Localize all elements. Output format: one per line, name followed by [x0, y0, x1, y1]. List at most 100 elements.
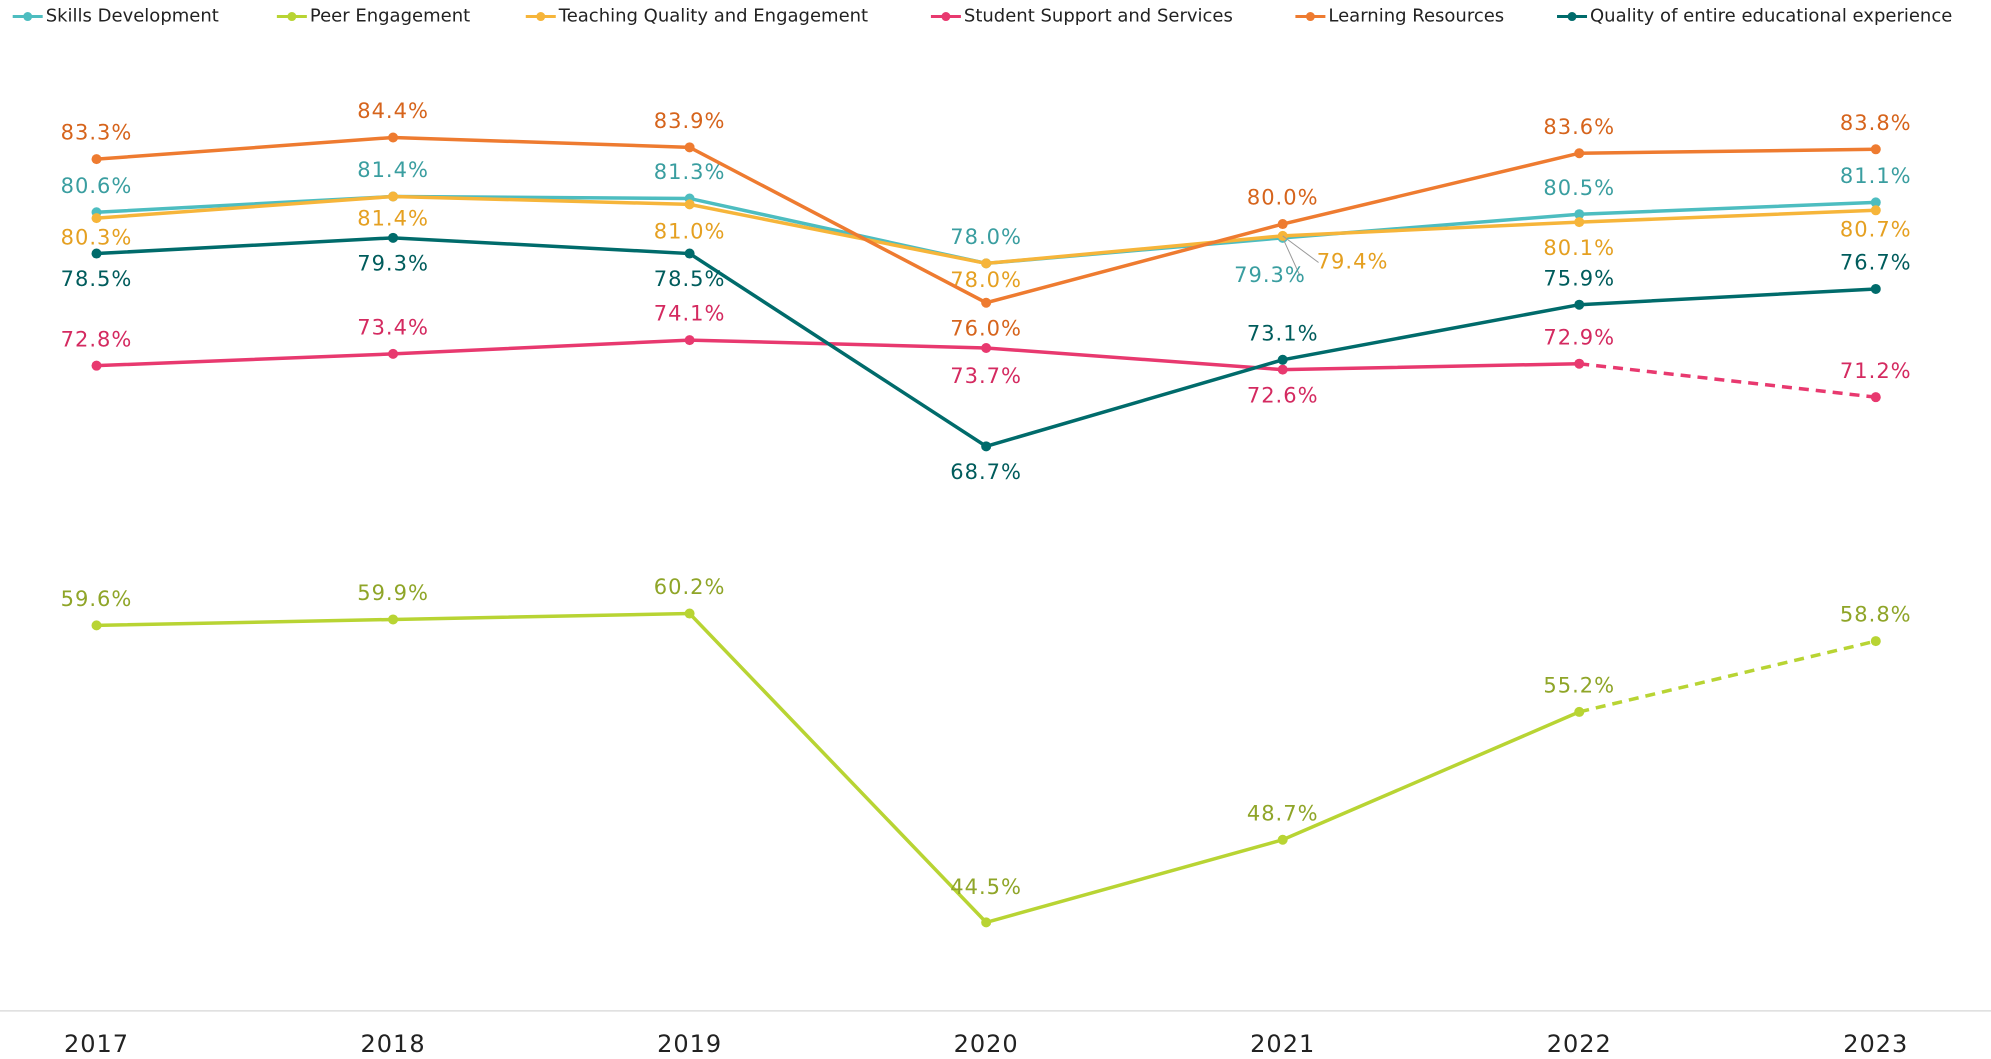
leader-line	[1282, 235, 1319, 263]
x-tick-label: 2023	[1843, 1030, 1908, 1058]
value-label: 79.3%	[1234, 263, 1306, 287]
data-point	[388, 132, 399, 143]
data-point	[981, 342, 992, 353]
x-tick-label: 2020	[954, 1030, 1019, 1058]
data-point	[684, 142, 695, 153]
data-point	[1574, 358, 1585, 369]
value-label: 59.6%	[61, 587, 133, 611]
value-label: 78.0%	[950, 225, 1022, 249]
data-point	[91, 154, 102, 165]
legend-marker	[941, 12, 951, 22]
series-line	[96, 338, 1580, 372]
data-point	[1870, 636, 1881, 647]
data-point	[1574, 217, 1585, 228]
leader-line	[1282, 237, 1301, 277]
value-label: 72.9%	[1543, 325, 1615, 349]
value-label: 73.4%	[357, 315, 429, 339]
value-label: 81.4%	[357, 206, 429, 230]
value-label: 84.4%	[357, 99, 429, 123]
value-label: 58.8%	[1840, 603, 1912, 627]
value-label: 75.9%	[1543, 266, 1615, 290]
data-point	[684, 608, 695, 619]
value-label: 83.8%	[1840, 111, 1912, 135]
value-label: 71.2%	[1840, 359, 1912, 383]
data-point	[1277, 354, 1288, 365]
data-point	[388, 614, 399, 625]
legend-marker	[1305, 12, 1315, 22]
x-tick-label: 2017	[64, 1030, 129, 1058]
data-point	[981, 297, 992, 308]
data-point	[1574, 148, 1585, 159]
x-tick-label: 2019	[657, 1030, 722, 1058]
value-label: 76.7%	[1840, 251, 1912, 275]
series-line	[1578, 639, 1877, 714]
data-point	[1870, 392, 1881, 403]
data-point	[1574, 706, 1585, 717]
value-label: 80.0%	[1247, 186, 1319, 210]
data-point	[1277, 834, 1288, 845]
legend-marker	[1567, 12, 1577, 22]
series-line	[1579, 361, 1876, 399]
data-point	[91, 248, 102, 259]
value-label: 80.6%	[61, 174, 133, 198]
data-point	[1574, 209, 1585, 220]
data-point	[1277, 364, 1288, 375]
value-label: 48.7%	[1247, 801, 1319, 825]
data-point	[981, 258, 992, 269]
legend-label: Learning Resources	[1328, 6, 1504, 27]
data-point	[981, 441, 992, 452]
value-label: 73.7%	[950, 364, 1022, 388]
data-point	[1870, 283, 1881, 294]
value-label: 81.4%	[357, 158, 429, 182]
legend-marker	[536, 12, 546, 22]
legend-marker	[287, 12, 297, 22]
value-label: 80.3%	[61, 225, 133, 249]
value-label: 78.5%	[61, 267, 133, 291]
value-label: 74.1%	[654, 302, 726, 326]
value-label: 83.9%	[654, 109, 726, 133]
data-point	[91, 213, 102, 224]
data-point	[684, 199, 695, 210]
legend-label: Teaching Quality and Engagement	[558, 6, 868, 27]
legend-label: Peer Engagement	[310, 6, 470, 27]
value-label: 79.3%	[357, 251, 429, 275]
value-label: 72.6%	[1247, 383, 1319, 407]
value-label: 78.5%	[654, 267, 726, 291]
data-point	[388, 191, 399, 202]
value-label: 83.3%	[61, 121, 133, 145]
value-label: 72.8%	[61, 327, 133, 351]
data-point	[1870, 197, 1881, 208]
data-point	[981, 917, 992, 928]
value-label: 44.5%	[950, 875, 1022, 899]
data-point	[388, 348, 399, 359]
data-point	[1574, 299, 1585, 310]
x-tick-label: 2018	[361, 1030, 426, 1058]
value-label: 76.0%	[950, 316, 1022, 340]
value-label: 80.5%	[1543, 176, 1615, 200]
data-point	[91, 360, 102, 371]
data-point	[684, 335, 695, 346]
value-label: 79.4%	[1317, 250, 1389, 274]
data-point	[1870, 144, 1881, 155]
data-point	[388, 232, 399, 243]
x-tick-label: 2022	[1547, 1030, 1612, 1058]
legend-label: Skills Development	[46, 6, 219, 27]
value-label: 81.1%	[1840, 164, 1912, 188]
series-line	[96, 611, 1580, 925]
legend-marker	[23, 12, 33, 22]
legend-label: Quality of entire educational experience	[1590, 6, 1952, 27]
value-label: 80.1%	[1543, 236, 1615, 260]
x-tick-label: 2021	[1250, 1030, 1315, 1058]
value-label: 80.7%	[1840, 218, 1912, 242]
value-label: 73.1%	[1247, 321, 1319, 345]
value-label: 55.2%	[1543, 674, 1615, 698]
data-point	[91, 620, 102, 631]
value-label: 83.6%	[1543, 115, 1615, 139]
data-point	[684, 248, 695, 259]
legend-label: Student Support and Services	[964, 6, 1233, 27]
value-label: 68.7%	[950, 460, 1022, 484]
data-point	[1277, 219, 1288, 230]
value-label: 59.9%	[357, 581, 429, 605]
value-label: 60.2%	[654, 575, 726, 599]
